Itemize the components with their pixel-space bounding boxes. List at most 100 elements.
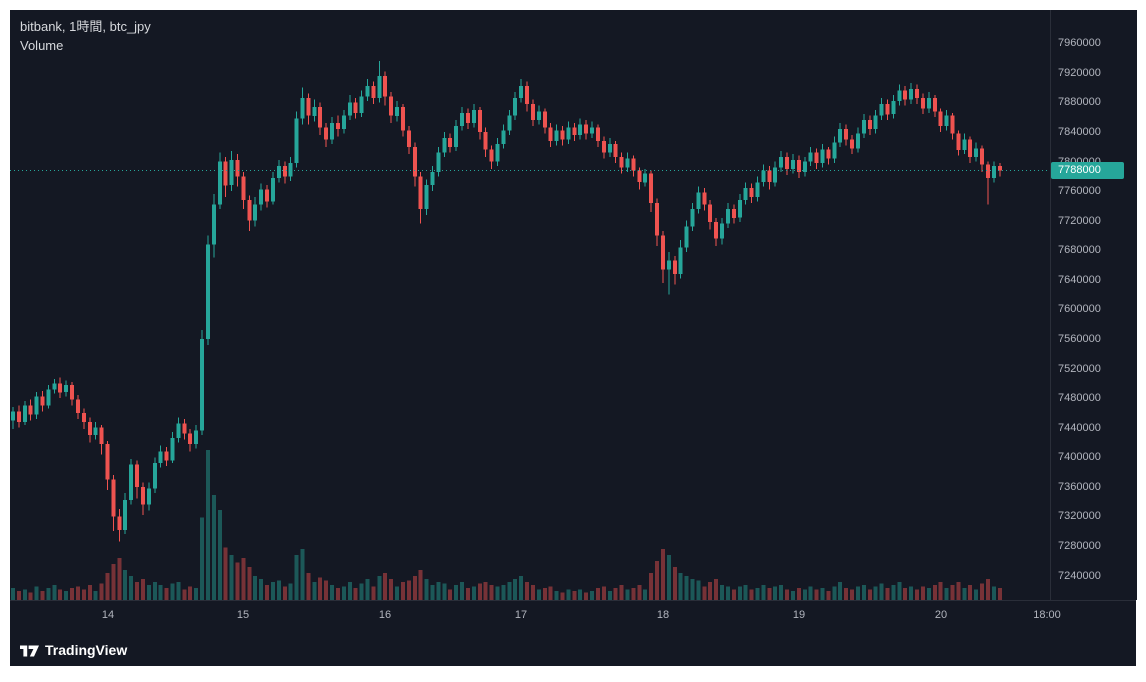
candle xyxy=(672,256,677,285)
volume-bar xyxy=(141,579,145,600)
price-axis-label: 7240000 xyxy=(1058,570,1101,582)
candle xyxy=(22,401,27,425)
volume-bar xyxy=(412,576,417,600)
candle xyxy=(844,124,849,146)
candle xyxy=(223,157,228,198)
tradingview-logo[interactable]: TradingView xyxy=(20,642,127,658)
volume-bar xyxy=(383,573,388,600)
candle xyxy=(495,137,500,166)
volume-bar xyxy=(87,585,92,600)
volume-bar xyxy=(353,588,358,600)
candle xyxy=(265,185,269,208)
volume-bar xyxy=(850,589,854,600)
candle xyxy=(135,460,139,499)
candle xyxy=(796,155,801,178)
price-axis-label: 7440000 xyxy=(1058,422,1101,434)
volume-bar xyxy=(867,589,872,600)
candle xyxy=(548,123,553,147)
volume-bar xyxy=(146,585,151,600)
candle xyxy=(613,140,618,163)
time-axis-label: 20 xyxy=(934,609,948,621)
volume-bar xyxy=(749,589,754,600)
volume-bar xyxy=(300,549,305,600)
volume-bar xyxy=(152,582,157,600)
candle xyxy=(891,95,896,119)
volume-bar xyxy=(347,582,352,600)
candle xyxy=(649,170,654,212)
candle xyxy=(401,103,405,137)
volume-bar xyxy=(276,580,281,600)
volume-indicator-legend[interactable]: Volume xyxy=(20,38,64,53)
candle xyxy=(702,188,707,211)
candle xyxy=(253,197,258,227)
volume-bar xyxy=(885,588,890,600)
candle xyxy=(867,115,872,135)
candle xyxy=(436,146,441,177)
volume-bar xyxy=(471,586,476,600)
price-axis-label: 7360000 xyxy=(1058,481,1101,493)
candle xyxy=(932,95,937,118)
volume-bar xyxy=(507,582,512,600)
volume-bar xyxy=(16,591,21,600)
time-axis-label: 19 xyxy=(792,609,806,621)
candle xyxy=(749,183,754,203)
price-axis-label: 7760000 xyxy=(1058,185,1101,197)
candle xyxy=(708,200,713,230)
volume-bar xyxy=(483,582,488,600)
volume-bar xyxy=(135,582,139,600)
candle xyxy=(761,164,766,187)
candle xyxy=(454,120,459,152)
candle xyxy=(318,102,323,135)
candle xyxy=(779,151,784,172)
price-chart-pane[interactable]: bitbank, 1時間, btc_jpy Volume xyxy=(10,10,1050,600)
candle xyxy=(625,152,630,172)
volume-bar xyxy=(454,585,459,600)
candle xyxy=(879,98,884,121)
candle xyxy=(330,117,334,144)
candle xyxy=(885,99,890,121)
volume-bar xyxy=(241,558,246,600)
candle xyxy=(755,176,760,202)
time-axis[interactable]: 14 15 16 17 18 19 20 18:00 xyxy=(10,600,1136,634)
candle xyxy=(188,429,193,452)
candle xyxy=(909,83,914,104)
volume-bars-layer xyxy=(11,450,1002,600)
candle xyxy=(814,148,819,169)
candle xyxy=(200,330,204,436)
candle xyxy=(501,124,506,149)
candle xyxy=(87,417,92,443)
volume-bar xyxy=(477,583,482,600)
candle xyxy=(430,166,435,192)
volume-bar xyxy=(873,586,878,600)
volume-bar xyxy=(294,555,299,600)
price-axis-label: 7520000 xyxy=(1058,363,1101,375)
time-axis-label: 18:00 xyxy=(1033,609,1061,621)
volume-bar xyxy=(986,579,990,600)
trading-chart-window: bitbank, 1時間, btc_jpy Volume 7788000 796… xyxy=(10,10,1137,666)
volume-bar xyxy=(389,579,394,600)
volume-bar xyxy=(123,570,128,600)
volume-bar xyxy=(81,589,86,600)
volume-bar xyxy=(536,589,541,600)
candle xyxy=(607,137,612,158)
price-axis-label: 7600000 xyxy=(1058,303,1101,315)
volume-bar xyxy=(997,588,1002,600)
volume-bar xyxy=(371,586,376,600)
candle xyxy=(926,92,931,113)
candle xyxy=(850,134,854,155)
volume-bar xyxy=(968,585,973,600)
candle xyxy=(34,392,39,419)
symbol-legend[interactable]: bitbank, 1時間, btc_jpy xyxy=(20,19,151,34)
candle xyxy=(956,130,961,156)
candle xyxy=(406,126,411,155)
candle xyxy=(141,482,145,515)
price-axis[interactable]: 7788000 79600007920000788000078400007800… xyxy=(1050,10,1137,600)
volume-bar xyxy=(489,585,494,600)
volume-bar xyxy=(200,517,204,600)
volume-bar xyxy=(22,589,27,600)
volume-bar xyxy=(430,585,435,600)
volume-bar xyxy=(424,579,429,600)
volume-bar xyxy=(111,564,116,600)
candle xyxy=(903,86,908,106)
